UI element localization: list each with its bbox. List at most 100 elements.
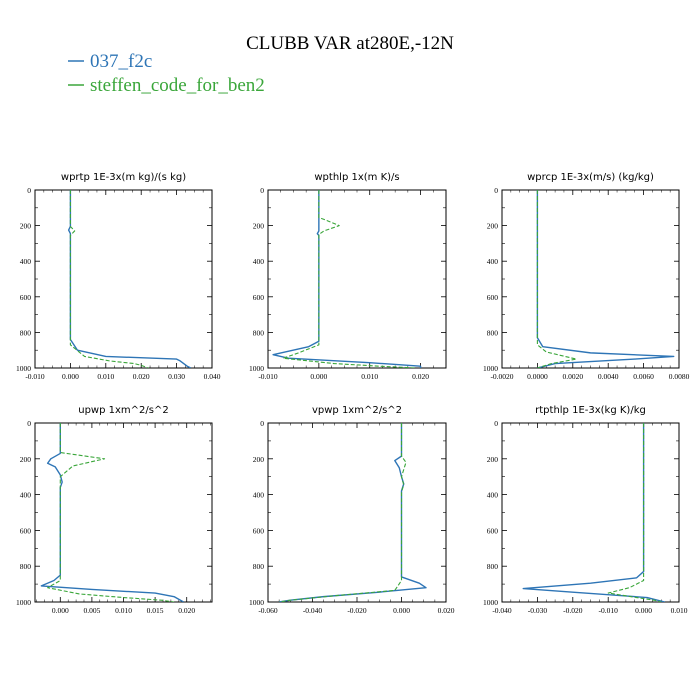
- x-tick-label: -0.010: [258, 372, 278, 381]
- panel-3: wprcp 1E-3x(m/s) (kg/kg) 0 200 400 600 800 100…: [483, 172, 690, 381]
- y-tick-label: 1000: [483, 598, 498, 607]
- x-tick-label: 0.010: [97, 372, 114, 381]
- y-tick-label: 0: [260, 419, 264, 428]
- y-tick-label: 0: [494, 419, 498, 428]
- x-tick-label: 0.040: [204, 372, 221, 381]
- panel-6: rtpthlp 1E-3x(kg K)/kg02004006008001000-…: [483, 405, 688, 615]
- y-tick-label: 0: [27, 419, 31, 428]
- y-tick-label: 400: [253, 491, 265, 500]
- y-tick-label: 400: [487, 257, 499, 266]
- x-tick-label: 0.0020: [562, 372, 583, 381]
- series-line-steffen: [47, 423, 175, 602]
- x-tick-label: 0.0000: [527, 372, 548, 381]
- x-tick-label: 0.020: [412, 372, 429, 381]
- x-tick-label: 0.000: [52, 606, 69, 615]
- x-tick-label: -0.0020: [490, 372, 513, 381]
- x-tick-label: 0.020: [133, 372, 150, 381]
- series-line-steffen: [279, 423, 407, 602]
- y-tick-label: 1000: [16, 598, 31, 607]
- y-tick-label: 600: [487, 526, 499, 535]
- plot-frame: [34, 422, 213, 603]
- figure-legend: 037_f2c steffen_code_for_ben2: [68, 51, 265, 96]
- series-line-037-f2c: [272, 190, 422, 368]
- x-tick-label: -0.040: [492, 606, 512, 615]
- x-tick-label: -0.020: [563, 606, 583, 615]
- y-tick-label: 600: [253, 293, 265, 302]
- plot-frame: [501, 189, 680, 369]
- y-tick-label: 200: [253, 222, 265, 231]
- x-tick-label: 0.0080: [669, 372, 690, 381]
- y-tick-label: 0: [260, 186, 264, 195]
- plot-frame: [267, 422, 447, 603]
- y-tick-label: 400: [487, 491, 499, 500]
- x-tick-label: 0.005: [83, 606, 100, 615]
- y-tick-label: 200: [20, 222, 32, 231]
- plot-frame: [34, 189, 213, 369]
- x-tick-label: 0.020: [178, 606, 195, 615]
- series-line-steffen: [282, 190, 416, 368]
- y-tick-label: 1000: [249, 364, 264, 373]
- series-line-steffen: [607, 423, 662, 602]
- y-tick-label: 1000: [249, 598, 264, 607]
- y-tick-label: 800: [487, 562, 499, 571]
- x-tick-label: 0.000: [635, 606, 652, 615]
- plot-frame: [501, 422, 680, 603]
- y-tick-label: 200: [253, 455, 265, 464]
- y-tick-label: 800: [253, 328, 265, 337]
- y-tick-label: 1000: [483, 364, 498, 373]
- series-line-037-f2c: [67, 190, 192, 368]
- y-tick-label: 0: [27, 186, 31, 195]
- series-line-037-f2c: [536, 190, 675, 368]
- y-tick-label: 1000: [16, 364, 31, 373]
- panel-4: upwp 1xm^2/s^2 0 200 400 600 800 1000 0.000 0.00…: [16, 405, 213, 615]
- x-tick-label: -0.010: [599, 606, 619, 615]
- legend-label-037-f2c: 037_f2c: [90, 51, 152, 72]
- x-tick-label: -0.060: [258, 606, 278, 615]
- x-tick-label: 0.000: [62, 372, 79, 381]
- y-tick-label: 200: [487, 222, 499, 231]
- x-tick-label: 0.010: [671, 606, 688, 615]
- x-tick-label: 0.010: [361, 372, 378, 381]
- panel-title: wprcp 1E-3x(m/s) (kg/kg): [527, 172, 654, 183]
- panel-title: rtpthlp 1E-3x(kg K)/kg: [535, 405, 646, 416]
- y-tick-label: 800: [487, 328, 499, 337]
- y-tick-label: 800: [20, 562, 32, 571]
- series-line-037-f2c: [522, 423, 666, 602]
- series-line-037-f2c: [279, 423, 427, 602]
- x-tick-label: 0.0040: [598, 372, 619, 381]
- y-tick-label: 600: [487, 293, 499, 302]
- panel-title: wpthlp 1x(m K)/s: [314, 172, 399, 183]
- x-tick-label: 0.020: [438, 606, 455, 615]
- x-tick-label: 0.0060: [633, 372, 654, 381]
- x-tick-label: 0.000: [393, 606, 410, 615]
- x-tick-label: -0.030: [528, 606, 548, 615]
- y-tick-label: 600: [20, 526, 32, 535]
- y-tick-label: 0: [494, 186, 498, 195]
- series-line-037-f2c: [40, 423, 184, 602]
- legend-label-steffen: steffen_code_for_ben2: [90, 75, 265, 96]
- x-tick-label: -0.040: [303, 606, 323, 615]
- y-tick-label: 600: [253, 526, 265, 535]
- y-tick-label: 800: [253, 562, 265, 571]
- y-tick-label: 400: [20, 491, 32, 500]
- panel-title: wprtp 1E-3x(m kg)/(s kg): [61, 172, 186, 183]
- plot-frame: [267, 189, 447, 369]
- x-tick-label: 0.030: [168, 372, 185, 381]
- y-tick-label: 600: [20, 293, 32, 302]
- y-tick-label: 400: [20, 257, 32, 266]
- y-tick-label: 800: [20, 328, 32, 337]
- x-tick-label: -0.020: [347, 606, 367, 615]
- series-line-steffen: [69, 190, 149, 368]
- panels-grid: wprtp 1E-3x(m kg)/(s kg) 0 200 400 600 800 100…: [16, 172, 690, 615]
- panel-2: wpthlp 1x(m K)/s 0 200 400 600 800 1000-0.010 0…: [249, 172, 447, 381]
- y-tick-label: 200: [20, 455, 32, 464]
- x-tick-label: 0.000: [310, 372, 327, 381]
- x-tick-label: -0.010: [25, 372, 45, 381]
- panel-title: upwp 1xm^2/s^2: [78, 405, 168, 416]
- figure-title: CLUBB VAR at280E,-12N: [246, 33, 454, 54]
- panel-1: wprtp 1E-3x(m kg)/(s kg) 0 200 400 600 800 100…: [16, 172, 221, 381]
- y-tick-label: 400: [253, 257, 265, 266]
- series-line-steffen: [536, 190, 577, 368]
- y-tick-label: 200: [487, 455, 499, 464]
